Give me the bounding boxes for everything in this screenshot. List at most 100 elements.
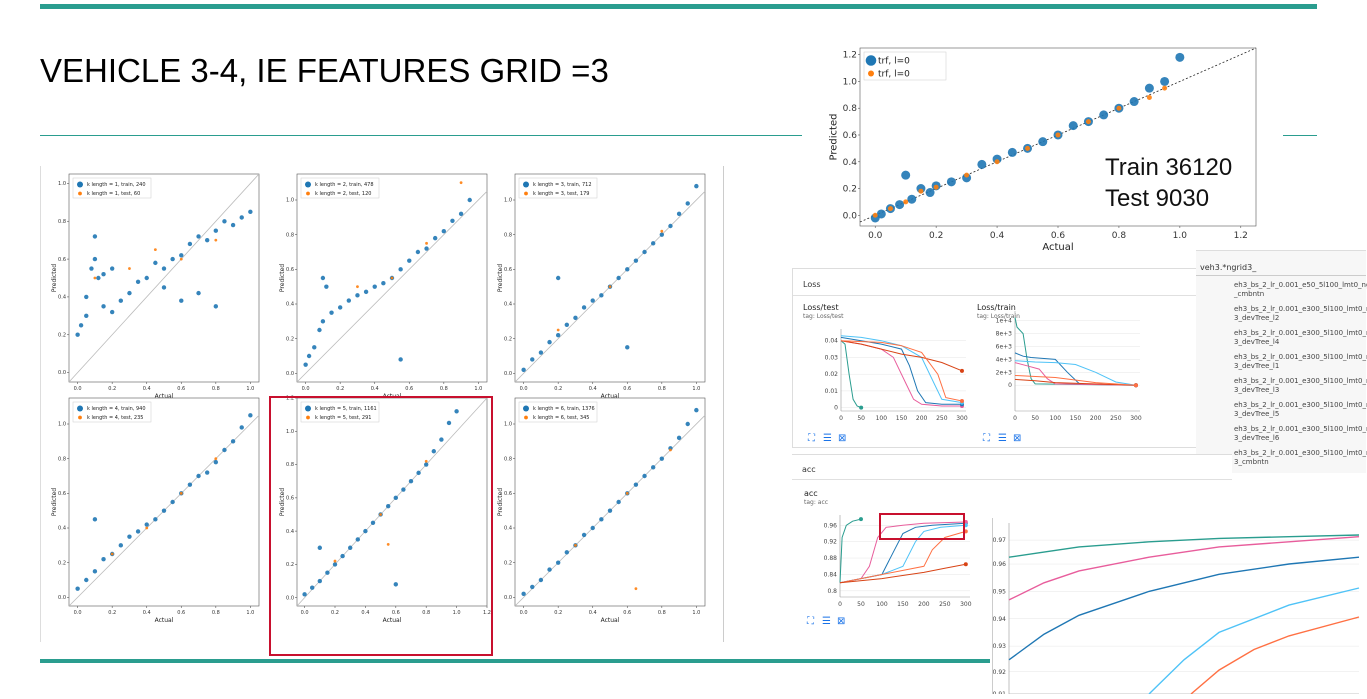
data-point [320, 275, 326, 281]
y-tick-label: 0.95 [993, 588, 1006, 595]
data-point [431, 449, 436, 454]
list-icon[interactable]: ☰ [822, 616, 831, 627]
x-tick-label: 0.8 [440, 386, 448, 392]
run-item[interactable]: eh3_bs_2_lr_0.001_e300_5l100_lmt0_ngri 3… [1234, 305, 1367, 322]
data-point [390, 276, 394, 280]
y-tick-label: 0.97 [993, 537, 1006, 544]
y-tick-label: 0.96 [993, 561, 1006, 568]
legend-marker [306, 191, 310, 196]
data-point [676, 211, 682, 217]
data-point [302, 592, 307, 597]
acc-section-label[interactable]: acc [802, 465, 816, 474]
x-tick-label: 1.0 [246, 386, 254, 392]
data-point [977, 159, 987, 169]
legend-entry: k length = 3, test, 179 [533, 191, 589, 197]
run-item[interactable]: eh3_bs_2_lr_0.001_e300_5l100_lmt0_ngri 3… [1234, 353, 1367, 370]
slide-title: VEHICLE 3-4, IE FEATURES GRID =3 [40, 52, 609, 89]
fit-icon[interactable]: ⊠ [837, 616, 846, 627]
acc-zoom-panel: 0.970.960.950.940.930.920.91 [992, 518, 1363, 698]
x-tick-label: 100 [876, 601, 888, 608]
x-tick-label: 0.2 [331, 610, 339, 616]
data-point [625, 491, 629, 495]
data-point [355, 293, 360, 298]
y-tick-label: 1.0 [286, 198, 294, 204]
data-point [634, 587, 638, 591]
expand-icon[interactable]: ⛶ [983, 433, 990, 444]
data-point [196, 473, 201, 479]
data-point [925, 188, 935, 198]
tensorboard-runs-panel: veh3.*ngrid3_ eh3_bs_2_lr_0.001_e50_5l10… [1196, 250, 1367, 473]
legend: k length = 6, train, 1376 k length = 6, t… [518, 401, 598, 423]
legend-box [72, 401, 152, 423]
top-accent-bar [40, 4, 1317, 9]
series-line [840, 340, 963, 372]
legend-box [518, 401, 598, 423]
chart-main: 0.0 0.2 0.4 0.6 0.8 1.0 1.2 0.0 0.2 0.4 0.6 0.8 1.0 1… [829, 47, 1257, 253]
y-tick-label: 0.88 [824, 555, 838, 562]
series-line [1014, 352, 1137, 386]
runs-filter-input[interactable]: veh3.*ngrid3_ [1200, 263, 1257, 272]
chart-grid_k1: 0.0 0.2 0.4 0.6 0.8 1.0 0.0 0.2 0.4 0.6 0.8 1.0 Actu… [51, 173, 260, 400]
run-item[interactable]: eh3_bs_2_lr_0.001_e300_5l100_lmt0_ngri 3… [1234, 401, 1367, 418]
run-item[interactable]: eh3_bs_2_lr_0.001_e300_5l100_lmt0_ngri 3… [1234, 329, 1367, 346]
run-item[interactable]: eh3_bs_2_lr_0.001_e50_5l100_lmt0_ngrid _… [1234, 281, 1367, 298]
x-tick-label: 0.8 [422, 610, 430, 616]
data-point [564, 322, 570, 327]
run-item[interactable]: eh3_bs_2_lr_0.001_e300_5l100_lmt0_ngri 3… [1234, 425, 1367, 442]
data-point [355, 537, 360, 542]
x-tick-label: 0.4 [990, 231, 1005, 241]
legend-marker [77, 181, 83, 188]
y-tick-label: 0.84 [824, 571, 838, 578]
data-point [538, 350, 544, 355]
data-point [564, 550, 570, 555]
data-point [333, 559, 337, 563]
legend: k length = 3, train, 712 k length = 3, te… [518, 177, 598, 199]
loss-section-label[interactable]: Loss [803, 280, 821, 289]
x-tick-label: 300 [1130, 415, 1142, 422]
data-point [348, 545, 353, 550]
y-tick-label: 0.2 [504, 336, 512, 342]
data-point [1025, 145, 1031, 151]
y-tick-label: 0.6 [286, 496, 294, 502]
x-tick-label: 0.2 [554, 610, 562, 616]
data-point [110, 552, 114, 556]
data-point [135, 279, 141, 284]
data-point [608, 285, 612, 289]
fit-icon[interactable]: ⊠ [1013, 433, 1022, 444]
x-tick-label: 0 [838, 601, 842, 608]
legend-box [518, 177, 598, 199]
data-point [633, 258, 639, 263]
data-point [312, 345, 317, 350]
data-point [222, 447, 227, 453]
legend-entry: k length = 6, test, 345 [533, 415, 589, 421]
legend-marker [78, 415, 82, 420]
run-item[interactable]: eh3_bs_2_lr_0.001_e300_5l100_lmt0_ngri 3… [1234, 377, 1367, 394]
x-tick-label: 150 [1070, 415, 1082, 422]
data-point [187, 482, 193, 487]
y-tick-label: 0.4 [504, 526, 512, 532]
run-item[interactable]: eh3_bs_2_lr_0.001_e300_5l100_lmt0_ngri 3… [1234, 449, 1367, 466]
x-axis-label: Actual [155, 393, 174, 400]
data-point [555, 560, 561, 565]
x-tick-label: 0.8 [658, 610, 666, 616]
y-tick-label: 0.01 [825, 388, 839, 395]
chart-subtitle: tag: acc [804, 499, 828, 506]
data-point [144, 275, 149, 281]
data-point [439, 437, 444, 442]
plot-area [514, 173, 706, 383]
data-point [332, 562, 338, 567]
y-tick-label: 0.2 [58, 560, 66, 566]
legend-entry: trf, l=0 [878, 70, 910, 80]
fit-icon[interactable]: ⊠ [838, 433, 847, 444]
data-point [556, 328, 560, 332]
data-point [1038, 137, 1048, 147]
list-icon[interactable]: ☰ [998, 433, 1007, 444]
legend-box [300, 177, 380, 199]
list-icon[interactable]: ☰ [823, 433, 832, 444]
expand-icon[interactable]: ⛶ [807, 616, 814, 627]
expand-icon[interactable]: ⛶ [808, 433, 815, 444]
x-tick-label: 0.6 [623, 386, 631, 392]
x-tick-label: 250 [939, 601, 951, 608]
